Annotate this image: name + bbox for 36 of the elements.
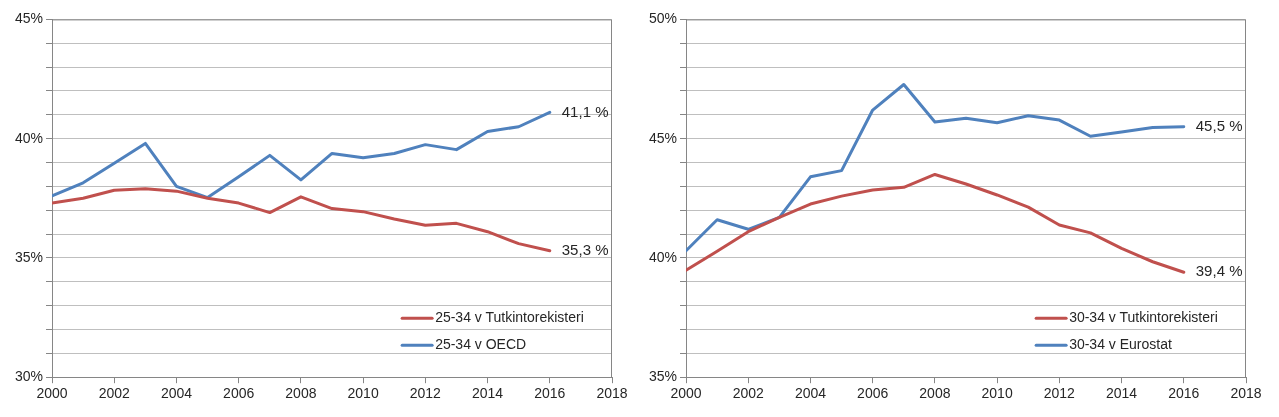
x-tick-label: 2004 — [794, 385, 827, 402]
y-tick-label: 30% — [14, 368, 44, 385]
x-tick-label: 2014 — [471, 385, 504, 402]
x-tick-label: 2016 — [1168, 385, 1200, 402]
y-tick-label: 40% — [648, 248, 678, 265]
legend-label: 25-34 v Tutkintorekisteri — [435, 309, 584, 326]
y-tick-label: 45% — [648, 129, 678, 146]
x-tick-label: 2008 — [919, 385, 951, 402]
x-tick-label: 2006 — [857, 385, 889, 402]
x-tick-label: 2012 — [1043, 385, 1076, 402]
x-tick-label: 2018 — [596, 385, 628, 402]
x-tick-label: 2010 — [347, 385, 379, 402]
y-tick-label: 50% — [648, 10, 678, 27]
data-label: 39,4 % — [1195, 262, 1243, 280]
data-label: 41,1 % — [561, 102, 609, 120]
x-tick-label: 2018 — [1230, 385, 1262, 402]
data-label: 45,5 % — [1195, 116, 1243, 134]
y-tick-label: 35% — [14, 248, 44, 265]
legend-label: 30-34 v Tutkintorekisteri — [1069, 309, 1218, 326]
x-tick-label: 2002 — [732, 385, 765, 402]
y-tick-label: 40% — [14, 129, 44, 146]
x-tick-label: 2006 — [223, 385, 255, 402]
data-label: 35,3 % — [561, 240, 609, 258]
legend-label: 25-34 v OECD — [435, 336, 527, 353]
x-tick-label: 2000 — [36, 385, 68, 402]
y-tick-label: 35% — [648, 368, 678, 385]
x-tick-label: 2002 — [98, 385, 131, 402]
y-tick-label: 45% — [14, 10, 44, 27]
legend-label: 30-34 v Eurostat — [1069, 336, 1172, 353]
x-tick-label: 2008 — [285, 385, 317, 402]
x-tick-label: 2004 — [160, 385, 193, 402]
x-tick-label: 2012 — [409, 385, 442, 402]
x-tick-label: 2010 — [981, 385, 1013, 402]
x-tick-label: 2000 — [670, 385, 702, 402]
x-tick-label: 2016 — [534, 385, 566, 402]
x-tick-label: 2014 — [1105, 385, 1138, 402]
